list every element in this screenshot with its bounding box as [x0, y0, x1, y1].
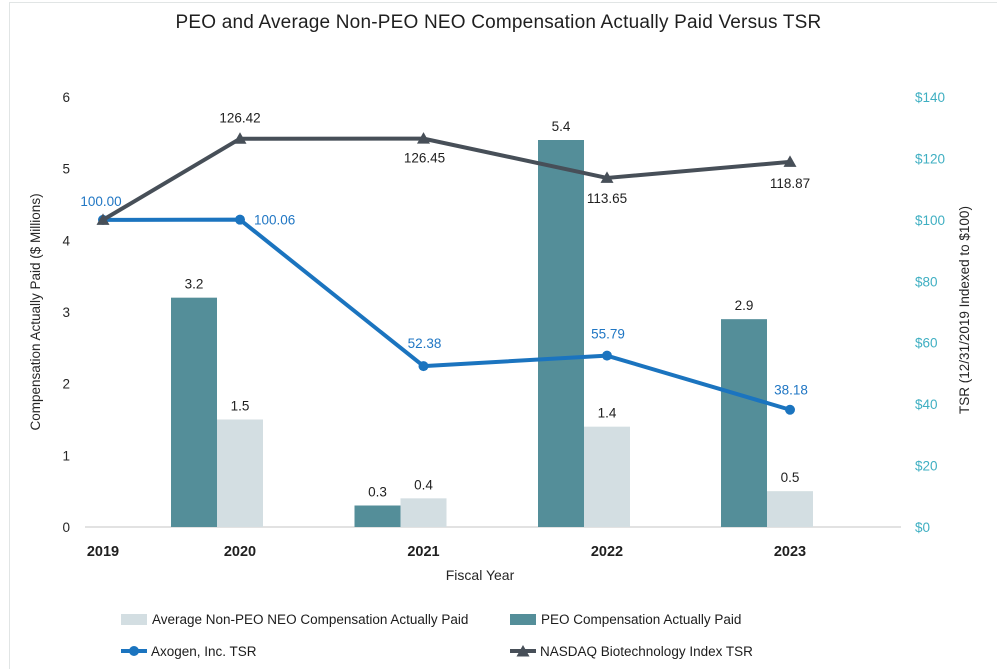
left-axis-ticks: 0 1 2 3 4 5 6: [62, 90, 70, 535]
bar-2021-s0: [354, 505, 401, 527]
bars: [171, 140, 813, 527]
svg-text:3.2: 3.2: [185, 277, 204, 292]
page-rule-left: [9, 2, 10, 669]
bar-2020-s0: [171, 297, 217, 527]
svg-text:0.5: 0.5: [781, 470, 800, 485]
legend-label: Axogen, Inc. TSR: [151, 643, 257, 659]
legend-item-0: Average Non-PEO NEO Compensation Actuall…: [121, 611, 468, 627]
marker-triangle-2023: [783, 155, 797, 167]
legend-item-1: PEO Compensation Actually Paid: [510, 611, 741, 627]
svg-text:2023: 2023: [774, 544, 806, 560]
svg-text:6: 6: [62, 90, 70, 105]
legend-label: PEO Compensation Actually Paid: [541, 611, 742, 627]
svg-text:1.4: 1.4: [598, 406, 617, 421]
right-axis-title: TSR (12/31/2019 Indexed to $100): [957, 206, 972, 414]
bar-data-labels: 3.2 0.3 5.4 2.9 1.5 0.4 1.4 0.5: [185, 119, 800, 500]
svg-text:100.06: 100.06: [254, 213, 295, 228]
svg-text:$140: $140: [915, 90, 945, 105]
x-axis-ticks: 2019 2020 2021 2022 2023: [87, 544, 806, 560]
svg-text:2021: 2021: [407, 544, 439, 560]
svg-text:5: 5: [62, 162, 70, 177]
marker-triangle-2022: [600, 171, 614, 183]
marker-circle-2021: [418, 361, 429, 372]
bar-2020-s1: [217, 419, 263, 527]
svg-text:2020: 2020: [224, 544, 256, 560]
marker-circle-2020: [235, 214, 245, 225]
marker-triangle-2020: [233, 132, 247, 144]
marker-circle-2023: [785, 404, 795, 415]
svg-text:100.00: 100.00: [80, 194, 121, 209]
legend-item-3: NASDAQ Biotechnology Index TSR: [510, 643, 753, 659]
svg-text:1: 1: [62, 448, 70, 463]
svg-text:1.5: 1.5: [231, 399, 250, 414]
svg-text:TSR (12/31/2019 Indexed to $10: TSR (12/31/2019 Indexed to $100): [957, 206, 972, 414]
svg-text:$40: $40: [915, 397, 938, 412]
svg-text:2.9: 2.9: [735, 298, 754, 313]
marker-circle-2022: [602, 350, 612, 361]
svg-text:52.38: 52.38: [408, 336, 442, 351]
svg-text:2019: 2019: [87, 544, 119, 560]
line-data-labels-1: 126.42 126.45 113.65 118.87: [219, 111, 810, 206]
legend-item-2: Axogen, Inc. TSR: [121, 643, 257, 659]
marker-triangle-2019: [96, 213, 110, 225]
page-rule-top: [9, 2, 997, 3]
svg-text:0.3: 0.3: [368, 485, 387, 500]
svg-text:0.4: 0.4: [414, 477, 433, 492]
legend-label: NASDAQ Biotechnology Index TSR: [540, 643, 753, 659]
legend-swatch-icon: [510, 613, 536, 625]
svg-text:2: 2: [62, 377, 70, 392]
legend-line-triangle-icon: [510, 645, 536, 657]
svg-text:$120: $120: [915, 151, 945, 166]
svg-text:5.4: 5.4: [552, 119, 571, 134]
svg-text:Fiscal Year: Fiscal Year: [446, 567, 515, 583]
svg-text:38.18: 38.18: [774, 383, 808, 398]
svg-text:4: 4: [62, 233, 70, 248]
svg-text:2022: 2022: [591, 544, 623, 560]
legend-swatch-icon: [121, 613, 147, 625]
svg-text:$0: $0: [915, 520, 930, 535]
svg-text:$80: $80: [915, 274, 938, 289]
svg-text:$100: $100: [915, 213, 945, 228]
right-axis-ticks: $0 $20 $40 $60 $80 $100 $120 $140: [915, 90, 945, 535]
marker-triangle-2021: [417, 132, 430, 144]
svg-text:$20: $20: [915, 459, 938, 474]
left-axis-title: Compensation Actually Paid ($ Millions): [28, 193, 43, 430]
svg-text:113.65: 113.65: [587, 191, 627, 206]
svg-text:126.45: 126.45: [404, 151, 445, 166]
bar-2023-s0: [721, 319, 767, 527]
svg-text:126.42: 126.42: [219, 111, 260, 126]
svg-text:$60: $60: [915, 336, 938, 351]
legend-label: Average Non-PEO NEO Compensation Actuall…: [152, 611, 469, 627]
line-series-1: [96, 132, 797, 225]
svg-text:0: 0: [62, 520, 70, 535]
line-data-labels-0: 100.00 100.06 52.38 55.79 38.18: [80, 194, 808, 398]
x-axis-title: Fiscal Year: [446, 567, 515, 583]
legend-line-circle-icon: [121, 646, 147, 656]
bar-2023-s1: [767, 491, 813, 527]
svg-text:118.87: 118.87: [770, 176, 810, 191]
svg-text:55.79: 55.79: [591, 327, 625, 342]
bar-2022-s0: [538, 140, 584, 527]
svg-text:Compensation Actually Paid ($: Compensation Actually Paid ($ Millions): [28, 193, 43, 430]
chart-title: PEO and Average Non-PEO NEO Compensation…: [175, 12, 822, 33]
bar-2021-s1: [400, 498, 447, 527]
svg-text:3: 3: [62, 305, 70, 320]
bar-2022-s1: [584, 426, 630, 527]
